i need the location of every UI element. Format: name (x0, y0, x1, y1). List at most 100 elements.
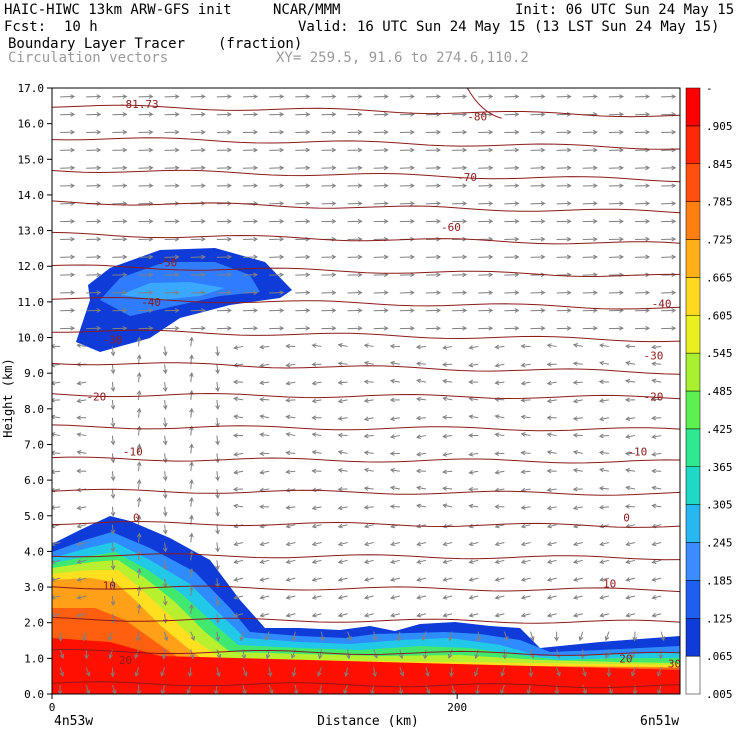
vector-arrowhead (58, 636, 63, 642)
vector-arrowhead (598, 450, 604, 456)
vector-arrowhead (227, 94, 232, 99)
vector-arrow (59, 649, 64, 659)
vector-arrow (364, 577, 374, 581)
vector-arrowhead (305, 147, 311, 153)
vector-arrow (475, 649, 479, 659)
vector-arrowhead (415, 344, 421, 350)
vector-arrow (521, 613, 531, 617)
vector-arrow (138, 551, 140, 561)
vector-arrowhead (436, 254, 442, 260)
vector-arrow (652, 435, 662, 438)
isotherm-label: -10 (123, 446, 143, 459)
vector-arrowhead (239, 636, 245, 642)
vector-arrow (234, 505, 244, 508)
vector-arrowhead (554, 690, 560, 694)
vector-arrowhead (582, 671, 587, 677)
vector-arrowhead (566, 308, 572, 313)
vector-arrow (527, 684, 531, 694)
vector-arrowhead (520, 505, 526, 510)
vector-arrowhead (148, 308, 154, 313)
colorbar-label: .185 (706, 574, 733, 587)
vector-arrow (631, 667, 636, 676)
colorbar-label: .305 (706, 499, 733, 512)
vector-arrow (600, 613, 610, 617)
vector-arrowhead (572, 559, 579, 564)
vector-arrowhead (416, 451, 421, 457)
vector-arrow (216, 435, 219, 445)
isotherm-label: -10 (627, 446, 647, 459)
vector-arrowhead (566, 254, 572, 260)
vector-arrowhead (162, 565, 168, 571)
vector-arrowhead (494, 559, 500, 564)
vector-arrowhead (148, 325, 154, 331)
vector-arrow (573, 559, 583, 563)
vector-arrow (573, 469, 583, 472)
vector-arrow (547, 613, 557, 617)
colorbar-label: .425 (706, 423, 733, 436)
vector-arrowhead (136, 603, 142, 609)
vector-arrowhead (227, 325, 232, 331)
vector-arrow (364, 451, 374, 454)
vector-arrowhead (253, 129, 259, 135)
vector-arrowhead (398, 654, 404, 660)
vector-arrowhead (122, 94, 128, 99)
vector-arrow (164, 613, 167, 623)
vector-arrow (77, 613, 87, 617)
vector-arrowhead (76, 612, 82, 618)
vector-arrow (268, 667, 272, 677)
vector-arrowhead (227, 183, 232, 189)
vector-arrowhead (136, 389, 142, 395)
vector-arrowhead (259, 432, 265, 438)
vector-arrowhead (189, 461, 194, 467)
vector-arrowhead (436, 272, 442, 278)
vector-arrowhead (632, 636, 638, 642)
vector-arrowhead (162, 476, 168, 482)
vector-arrow (599, 451, 609, 454)
vector-arrow (216, 542, 219, 552)
vector-arrow (111, 399, 114, 409)
vector-arrowhead (200, 254, 206, 260)
vector-arrowhead (410, 325, 415, 331)
isotherm-label: -70 (457, 171, 477, 184)
vector-arrowhead (148, 129, 154, 135)
colorbar-label: .905 (706, 120, 733, 133)
colorbar-label: .605 (706, 309, 733, 322)
vector-arrowhead (70, 147, 76, 153)
vector-arrowhead (619, 290, 624, 296)
vector-arrow (111, 578, 114, 588)
vector-arrowhead (148, 183, 154, 189)
vector-arrowhead (389, 416, 395, 422)
vector-arrow (234, 452, 244, 456)
vector-arrowhead (619, 165, 624, 171)
vector-arrowhead (70, 325, 76, 331)
vector-arrowhead (233, 345, 239, 350)
vector-arrow (312, 559, 322, 563)
vector-arrowhead (645, 218, 651, 224)
vector-arrowhead (187, 672, 193, 678)
vector-arrowhead (52, 595, 56, 600)
vector-arrow (521, 381, 531, 385)
vector-arrow (338, 362, 348, 365)
vector-arrow (187, 684, 192, 694)
vector-arrow (556, 649, 560, 659)
vector-arrowhead (372, 672, 377, 678)
vector-arrowhead (619, 129, 624, 135)
vector-arrow (164, 417, 167, 427)
vector-arrowhead (331, 165, 337, 171)
vector-arrowhead (233, 595, 239, 600)
vector-arrowhead (540, 201, 546, 206)
vector-arrowhead (520, 595, 526, 600)
vector-arrowhead (337, 432, 343, 438)
vector-arrow (111, 417, 114, 427)
vector-arrow (443, 487, 453, 490)
vector-arrowhead (598, 398, 604, 403)
vector-arrowhead (253, 183, 259, 189)
vector-arrowhead (227, 308, 232, 313)
vector-arrowhead (189, 354, 194, 360)
vector-arrow (443, 452, 453, 456)
vector-arrow (417, 379, 427, 383)
vector-arrowhead (189, 603, 194, 609)
vector-arrowhead (241, 654, 247, 660)
vector-arrowhead (462, 325, 468, 331)
vector-arrowhead (599, 577, 605, 582)
